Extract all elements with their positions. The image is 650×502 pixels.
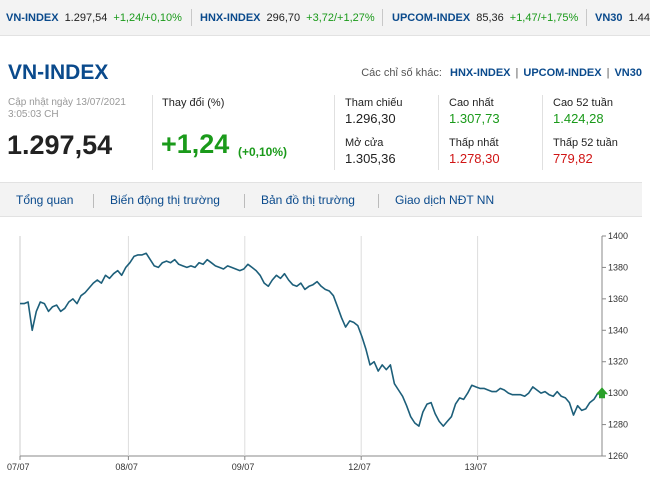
x-tick-label: 07/07: [7, 462, 30, 472]
change-label: Thay đổi (%): [162, 97, 225, 109]
ticker-value: 85,36: [476, 12, 504, 24]
low52-label: Thấp 52 tuần: [553, 137, 618, 149]
change-percent: (+0,10%): [238, 145, 288, 159]
high52-label: Cao 52 tuần: [553, 97, 613, 109]
index-price: 1.297,54: [7, 130, 113, 160]
ticker-change: +3,72/+1,27%: [306, 12, 375, 24]
ticker-item-hnxindex[interactable]: HNX-INDEX 296,70 +3,72/+1,27%: [200, 12, 375, 24]
x-tick-label: 08/07: [115, 462, 138, 472]
update-date: Cập nhật ngày 13/07/2021: [8, 97, 126, 108]
y-tick-label: 1320: [608, 357, 628, 367]
divider: [542, 95, 543, 170]
ref-value: 1.296,30: [345, 111, 396, 126]
ticker-name: VN-INDEX: [6, 12, 59, 24]
link-upcom-index[interactable]: UPCOM-INDEX: [523, 67, 602, 79]
ticker-divider: [191, 9, 192, 26]
x-tick-label: 13/07: [465, 462, 488, 472]
ticker-divider: [586, 9, 587, 26]
y-tick-label: 1280: [608, 420, 628, 430]
ticker-item-vn30[interactable]: VN30 1.44: [595, 12, 650, 24]
link-divider: |: [606, 67, 610, 79]
update-time: Cập nhật ngày 13/07/2021 3:05:03 CH: [8, 97, 148, 121]
high-value: 1.307,73: [449, 111, 500, 126]
ticker-value: 1.44: [628, 12, 650, 24]
chart-grid: [19, 236, 603, 457]
ticker-strip: VN-INDEX 1.297,54 +1,24/+0,10% HNX-INDEX 29…: [0, 0, 650, 36]
tab-divider: [93, 194, 94, 208]
y-tick-label: 1360: [608, 294, 628, 304]
ticker-name: HNX-INDEX: [200, 12, 261, 24]
x-tick-label: 09/07: [232, 462, 255, 472]
link-vn30[interactable]: VN30: [614, 67, 642, 79]
low-label: Thấp nhất: [449, 137, 499, 149]
y-tick-label: 1260: [608, 451, 628, 461]
divider: [438, 95, 439, 170]
link-hnx-index[interactable]: HNX-INDEX: [450, 67, 511, 79]
open-value: 1.305,36: [345, 151, 396, 166]
page-title: VN-INDEX: [8, 61, 109, 84]
y-tick-label: 1400: [608, 231, 628, 241]
low52-value: 779,82: [553, 151, 593, 166]
y-tick-label: 1340: [608, 325, 628, 335]
open-label: Mở cửa: [345, 137, 384, 149]
ticker-item-vnindex[interactable]: VN-INDEX 1.297,54 +1,24/+0,10%: [6, 12, 182, 24]
link-divider: |: [515, 67, 519, 79]
index-chart: 1400 1380 1360 1340 1320 1300 1280 1260 07/07 08…: [7, 231, 628, 472]
tab-bar: Tổng quan Biến động thị trường Bản đồ th…: [0, 182, 642, 217]
other-indices-label: Các chỉ số khác:: [361, 67, 442, 79]
low-value: 1.278,30: [449, 151, 500, 166]
tab-overview[interactable]: Tổng quan: [16, 193, 74, 207]
chart-y-axis: 1400 1380 1360 1340 1320 1300 1280 1260: [602, 231, 628, 461]
update-clock: 3:05:03 CH: [8, 109, 59, 120]
change-value: +1,24: [161, 129, 230, 159]
ticker-divider: [382, 9, 383, 26]
ticker-item-upcomindex[interactable]: UPCOM-INDEX 85,36 +1,47/+1,75%: [392, 12, 578, 24]
divider: [152, 95, 153, 170]
high-label: Cao nhất: [449, 97, 494, 109]
y-tick-label: 1380: [608, 262, 628, 272]
y-tick-label: 1300: [608, 388, 628, 398]
series-line: [20, 252, 603, 427]
tab-market-movement[interactable]: Biến động thị trường: [110, 193, 220, 207]
tab-market-map[interactable]: Bản đồ thị trường: [261, 193, 355, 207]
ref-label: Tham chiếu: [345, 97, 403, 109]
tab-foreign-trading[interactable]: Giao dịch NĐT NN: [395, 193, 495, 207]
ticker-name: VN30: [595, 12, 623, 24]
chart-x-axis: 07/07 08/07 09/07 12/07 13/07: [7, 456, 487, 472]
last-price-up-marker: [596, 387, 608, 399]
ticker-change: +1,24/+0,10%: [113, 12, 182, 24]
other-indices: Các chỉ số khác: HNX-INDEX | UPCOM-INDEX | V…: [361, 67, 642, 79]
x-tick-label: 12/07: [348, 462, 371, 472]
ticker-value: 1.297,54: [64, 12, 108, 24]
ticker-value: 296,70: [266, 12, 301, 24]
ticker-change: +1,47/+1,75%: [509, 12, 579, 24]
ticker-name: UPCOM-INDEX: [392, 12, 471, 24]
divider: [334, 95, 335, 170]
tab-divider: [244, 194, 245, 208]
tab-divider: [378, 194, 379, 208]
high52-value: 1.424,28: [553, 111, 604, 126]
